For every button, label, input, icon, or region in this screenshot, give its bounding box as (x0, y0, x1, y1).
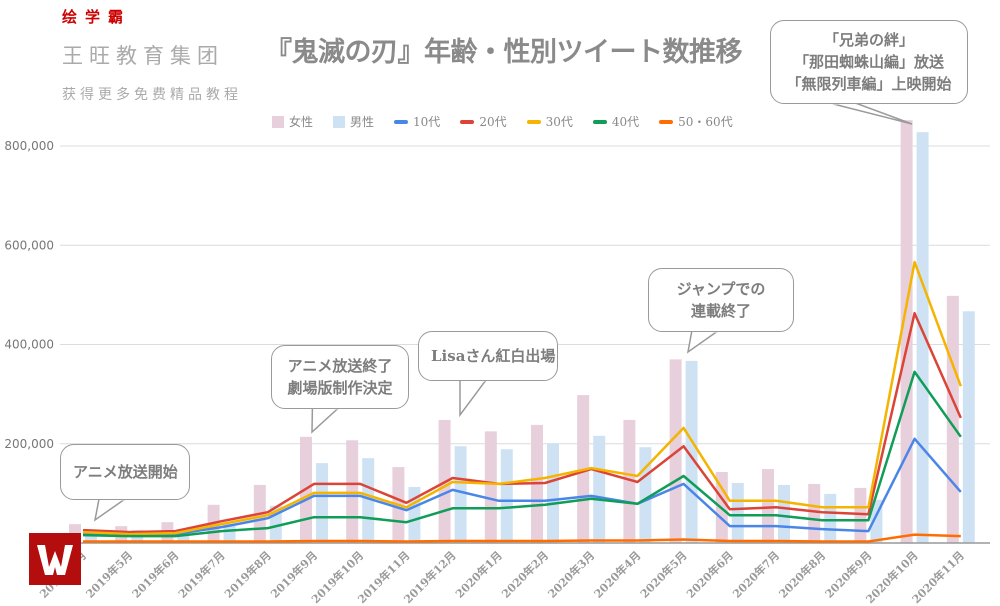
bar-female (854, 487, 867, 543)
legend-label: 50・60代 (678, 115, 733, 129)
chart-title: 『鬼滅の刃』年齢・性別ツイート数推移 (265, 37, 743, 68)
legend-swatch (394, 119, 409, 124)
annotation-text: アニメ放送終了 (287, 357, 393, 375)
x-tick-label: 2020年3月 (545, 548, 598, 601)
bar-male (362, 458, 375, 543)
annotation-text: 「那田蜘蛛山編」放送 (793, 53, 944, 71)
legend-label: 男性 (350, 115, 375, 129)
callout-tail (829, 102, 913, 125)
line-series-4 (83, 533, 961, 543)
bar-male (177, 531, 190, 543)
line-series-1 (82, 311, 962, 534)
legend-label: 女性 (289, 115, 314, 129)
line-series-2 (82, 260, 962, 536)
legend-item-male: 男性 (333, 113, 374, 130)
annotation-text: ジャンプでの (676, 280, 766, 298)
legend-label: 40代 (611, 115, 640, 129)
bar-male (454, 446, 467, 543)
x-tick-label: 2020年2月 (499, 548, 552, 601)
bar-male (778, 484, 790, 543)
watermark-logo (29, 533, 81, 585)
legend-swatch (659, 119, 674, 124)
annotation-text: 連載終了 (690, 302, 751, 320)
annotation-text: 「兄弟の絆」 (823, 31, 914, 49)
annotation-text: 劇場版制作決定 (287, 379, 393, 397)
annotation-text: アニメ放送開始 (73, 463, 178, 481)
bar-male (547, 443, 559, 543)
bar-female (762, 469, 774, 543)
legend-item-40s: 40代 (592, 113, 640, 130)
line-series-0 (82, 437, 962, 537)
x-tick-label: 2020年1月 (452, 548, 505, 601)
y-tick-label: 800,000 (4, 139, 54, 153)
legend-item-10s: 10代 (394, 113, 440, 130)
bar-male (593, 435, 606, 543)
bar-female (623, 419, 636, 543)
annotation-text: Lisaさん紅白出場 (431, 347, 556, 365)
watermark-brand: 绘学霸 (62, 8, 132, 26)
x-tick-label: 2019年6月 (129, 548, 182, 601)
x-tick-label: 2019年8月 (221, 548, 274, 601)
callout-tail (686, 330, 721, 354)
bar-male (916, 132, 929, 544)
legend-item-50-60s: 50・60代 (659, 113, 733, 130)
annotation-callout: 「兄弟の絆」「那田蜘蛛山編」放送 「無限列車編」上映開始 (770, 20, 968, 104)
annotation-callout: ジャンプでの 連載終了 (648, 268, 794, 332)
legend-swatch (272, 115, 284, 128)
annotation-callout: アニメ放送終了 劇場版制作決定 (271, 345, 409, 409)
bar-female (346, 440, 359, 543)
y-tick-label: 200,000 (4, 437, 54, 451)
y-tick-label: 600,000 (4, 238, 54, 252)
legend-swatch (333, 115, 346, 128)
legend-swatch (460, 119, 475, 124)
legend-item-30s: 30代 (526, 113, 573, 130)
x-tick-label: 2020年4月 (591, 548, 644, 601)
x-tick-label: 2020年6月 (683, 548, 736, 601)
bar-male (731, 482, 744, 543)
bar-male (824, 493, 837, 543)
x-tick-label: 2019年7月 (175, 548, 228, 601)
x-tick-label: 2020年8月 (776, 548, 829, 601)
legend-swatch (592, 119, 607, 124)
legend-label: 10代 (413, 115, 441, 129)
annotation-callout: Lisaさん紅白出場 (418, 331, 558, 381)
bar-female (484, 431, 497, 543)
annotation-text: 「無限列車編」上映開始 (786, 75, 952, 93)
line-series-3 (82, 370, 962, 538)
bar-male (316, 463, 328, 543)
callout-tail (311, 407, 341, 434)
legend-item-female: 女性 (272, 113, 313, 130)
y-tick-label: 400,000 (4, 338, 54, 352)
bar-male (223, 524, 236, 543)
legend-swatch (526, 119, 541, 124)
callout-tail (459, 379, 488, 418)
x-tick-label: 2020年5月 (637, 548, 690, 601)
watermark-company: 王旺教育集团 (62, 44, 224, 68)
legend-label: 30代 (545, 115, 573, 129)
x-tick-label: 2020年7月 (730, 548, 783, 601)
bar-male (962, 311, 975, 543)
legend-item-20s: 20代 (460, 113, 507, 130)
watermark-slogan: 获得更多免费精品教程 (62, 87, 242, 103)
legend: 女性 男性 10代 20代 30代 40代 50・60代 (272, 113, 733, 130)
bar-female (808, 483, 821, 543)
bar-male (500, 449, 513, 543)
legend-label: 20代 (479, 115, 507, 129)
bar-female (900, 120, 913, 543)
callout-tail (93, 498, 128, 522)
bar-male (685, 360, 698, 543)
annotation-callout: アニメ放送開始 (60, 444, 190, 500)
x-tick-label: 2019年5月 (83, 548, 136, 601)
